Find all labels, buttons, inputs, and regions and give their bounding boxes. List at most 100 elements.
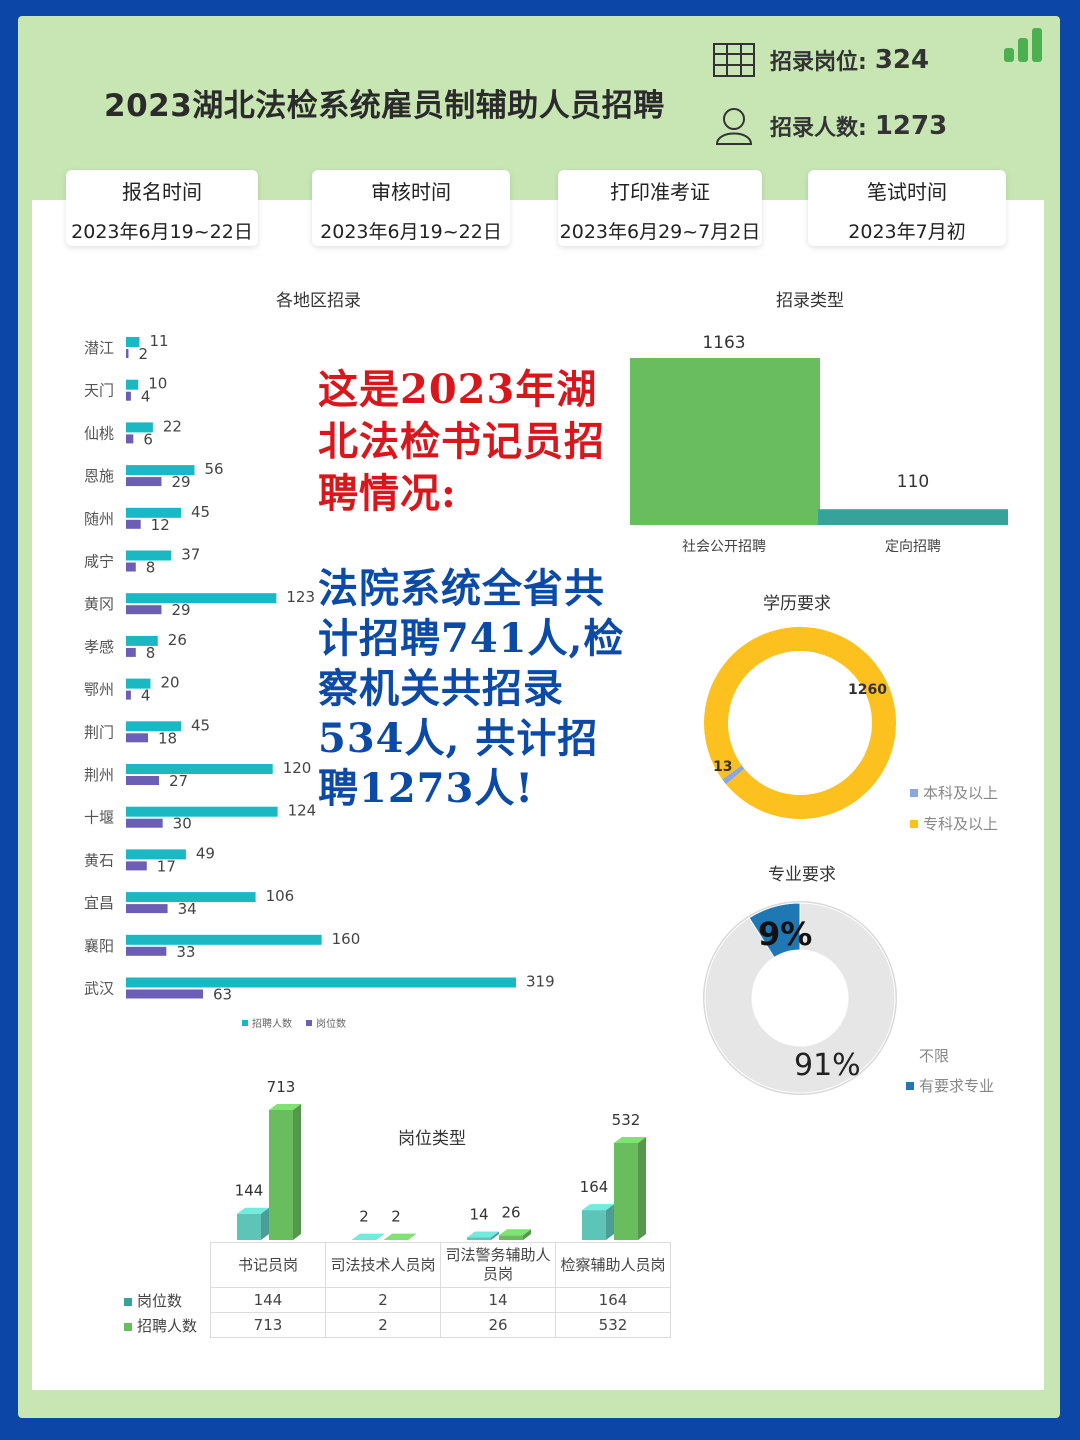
bar-value-positions: 29 <box>171 601 190 619</box>
stat-positions-label: 招录岗位: <box>770 50 867 75</box>
table-cell: 713 <box>210 1312 326 1338</box>
bar-recruits <box>126 422 153 433</box>
post-type-data-table: 书记员岗 司法技术人员岗 司法警务辅助人员岗 检察辅助人员岗 岗位数 144 2… <box>124 1242 671 1338</box>
bar-positions <box>126 647 136 657</box>
stat-people-value: 1273 <box>874 111 948 141</box>
row-label: 招聘人数 <box>137 1316 198 1335</box>
bar-recruits <box>126 721 182 732</box>
bar-value-positions: 34 <box>178 900 197 918</box>
legend-swatch <box>124 1297 132 1306</box>
bar-value: 1163 <box>702 333 745 353</box>
bar-value-recruits: 120 <box>283 759 312 777</box>
bar-positions <box>126 605 162 615</box>
legend-item: 本科及以上 <box>910 782 998 803</box>
bar-recruits <box>126 550 172 561</box>
grid-table-icon <box>713 43 755 77</box>
slice-value-label: 9% <box>758 915 812 953</box>
legend-label: 不限 <box>919 1047 950 1065</box>
bar-3d-top <box>467 1231 499 1238</box>
bar-value: 110 <box>897 472 929 492</box>
bar-3d-side <box>261 1207 269 1240</box>
table-row-header: 岗位数 <box>124 1288 211 1313</box>
bar-recruits <box>126 764 273 774</box>
legend-swatch <box>242 1020 248 1026</box>
timeline-card-admission-ticket: 打印准考证 2023年6月29~7月2日 <box>558 170 762 246</box>
bar-positions <box>126 776 160 785</box>
bar-value-positions: 144 <box>235 1182 264 1200</box>
region-label: 荆州 <box>84 766 114 784</box>
legend-item: 专科及以上 <box>910 813 998 834</box>
bar-positions <box>126 391 131 401</box>
region-label: 孝感 <box>84 638 114 656</box>
bar-value-recruits: 123 <box>286 588 315 606</box>
legend-label: 有要求专业 <box>919 1077 995 1095</box>
region-label: 恩施 <box>84 467 114 485</box>
region-label: 仙桃 <box>84 424 114 442</box>
bar-3d-top <box>237 1207 269 1214</box>
table-row-header: 招聘人数 <box>124 1313 211 1338</box>
bar-value-recruits: 713 <box>267 1078 296 1096</box>
bar-recruits <box>126 977 516 988</box>
bar-positions <box>126 861 147 871</box>
category-label: 定向招聘 <box>885 539 941 555</box>
region-label: 随州 <box>84 510 114 528</box>
bar-3d-front <box>614 1143 638 1240</box>
bar-3d-front <box>582 1210 606 1240</box>
bar-3d-top <box>499 1229 531 1236</box>
signal-bars-icon <box>1004 28 1042 62</box>
bar-value-recruits: 20 <box>160 674 179 692</box>
bar-3d-side <box>293 1104 301 1240</box>
bar-value-recruits: 2 <box>391 1208 401 1226</box>
bar-value-positions: 33 <box>176 943 195 961</box>
bar-value-positions: 29 <box>171 473 190 491</box>
legend-item: 不限 <box>906 1045 949 1066</box>
bar-value-positions: 2 <box>359 1208 369 1226</box>
bar-value-positions: 8 <box>146 644 156 662</box>
bar-positions <box>126 562 136 572</box>
bar-positions <box>126 690 131 700</box>
overlay-red-text: 这是2023年湖北法检书记员招聘情况: <box>318 366 605 517</box>
table-row: 岗位数 144 2 14 164 <box>124 1287 671 1313</box>
region-label: 潜江 <box>84 339 114 357</box>
bar-value-positions: 164 <box>580 1178 609 1196</box>
bar-3d-top <box>269 1104 301 1110</box>
stat-people: 招录人数: 1273 <box>712 106 947 146</box>
timeline-label: 打印准考证 <box>610 180 710 204</box>
bar-recruits <box>126 465 195 476</box>
bar-positions <box>126 989 204 999</box>
bar-recruits <box>126 507 182 518</box>
bar-3d-front <box>237 1213 261 1240</box>
timeline-label: 报名时间 <box>122 180 202 204</box>
bar-positions <box>126 818 163 828</box>
bar-value-positions: 12 <box>151 516 170 534</box>
bar-value-positions: 6 <box>143 430 153 448</box>
legend-label: 专科及以上 <box>923 815 999 833</box>
bar-3d-side <box>606 1204 614 1240</box>
table-cell: 144 <box>210 1287 326 1313</box>
bar-recruits <box>126 678 151 689</box>
timeline-value: 2023年6月19~22日 <box>320 221 502 243</box>
region-label: 鄂州 <box>84 681 114 699</box>
bar-value-recruits: 10 <box>148 375 167 393</box>
donut-slice <box>748 902 801 959</box>
slice-value-label: 13 <box>713 759 732 775</box>
legend-swatch <box>910 819 918 828</box>
bar-value-positions: 8 <box>146 559 156 577</box>
bar-value-recruits: 124 <box>288 802 317 820</box>
slice-value-label: 1260 <box>848 682 887 698</box>
education-donut-chart: 13 1260 <box>704 627 896 819</box>
content-panel <box>32 200 1044 1390</box>
bar-value-recruits: 106 <box>266 887 295 905</box>
bar-3d-top <box>582 1204 614 1211</box>
bar-3d-side <box>408 1233 416 1240</box>
legend-swatch <box>910 788 918 797</box>
bar-recruits <box>126 806 278 817</box>
page-title: 2023湖北法检系统雇员制辅助人员招聘 <box>104 88 665 124</box>
table-header-cell: 司法技术人员岗 <box>325 1242 441 1288</box>
table-cell: 164 <box>555 1287 671 1313</box>
bar-value-recruits: 37 <box>181 546 200 564</box>
post-type-bar-chart: 144 713 2 2 14 26 164 532 <box>235 1078 646 1240</box>
bar-3d-front <box>467 1237 491 1240</box>
donut-hole <box>752 950 848 1046</box>
